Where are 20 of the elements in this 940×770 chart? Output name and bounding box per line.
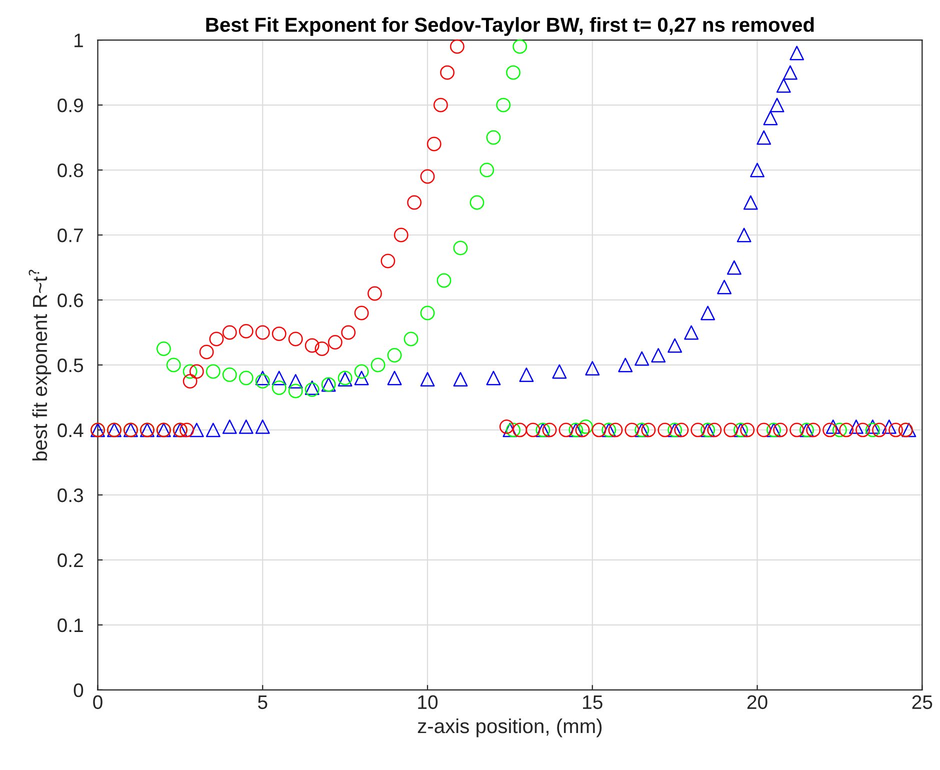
x-tick-label: 0 bbox=[93, 695, 102, 710]
y-tick-label: 0.8 bbox=[58, 163, 84, 178]
y-tick-label: 0.1 bbox=[58, 618, 83, 632]
x-tick-label: 10 bbox=[418, 695, 438, 710]
y-tick-label: 0.4 bbox=[58, 423, 84, 438]
x-tick-label: 20 bbox=[747, 695, 768, 710]
y-tick-label: 0.3 bbox=[58, 488, 84, 502]
y-tick-label: 1 bbox=[74, 34, 83, 48]
y-tick-label: 0.5 bbox=[58, 358, 84, 372]
y-tick-label: 0 bbox=[74, 683, 84, 698]
x-tick-label: 15 bbox=[583, 695, 602, 710]
x-axis-title: z-axis position, (mm) bbox=[418, 718, 602, 738]
x-tick-label: 5 bbox=[258, 695, 268, 710]
chart-title: Best Fit Exponent for Sedov-Taylor BW, first t= 0,27 ns removed bbox=[206, 17, 814, 36]
y-axis-title: best fit exponent R~t$^{?}$ bbox=[28, 270, 52, 460]
y-tick-label: 0.6 bbox=[58, 293, 84, 308]
y-tick-label: 0.7 bbox=[58, 228, 83, 242]
y-tick-label: 0.9 bbox=[58, 98, 83, 112]
x-tick-label: 25 bbox=[912, 695, 932, 710]
y-tick-label: 0.2 bbox=[58, 553, 83, 568]
